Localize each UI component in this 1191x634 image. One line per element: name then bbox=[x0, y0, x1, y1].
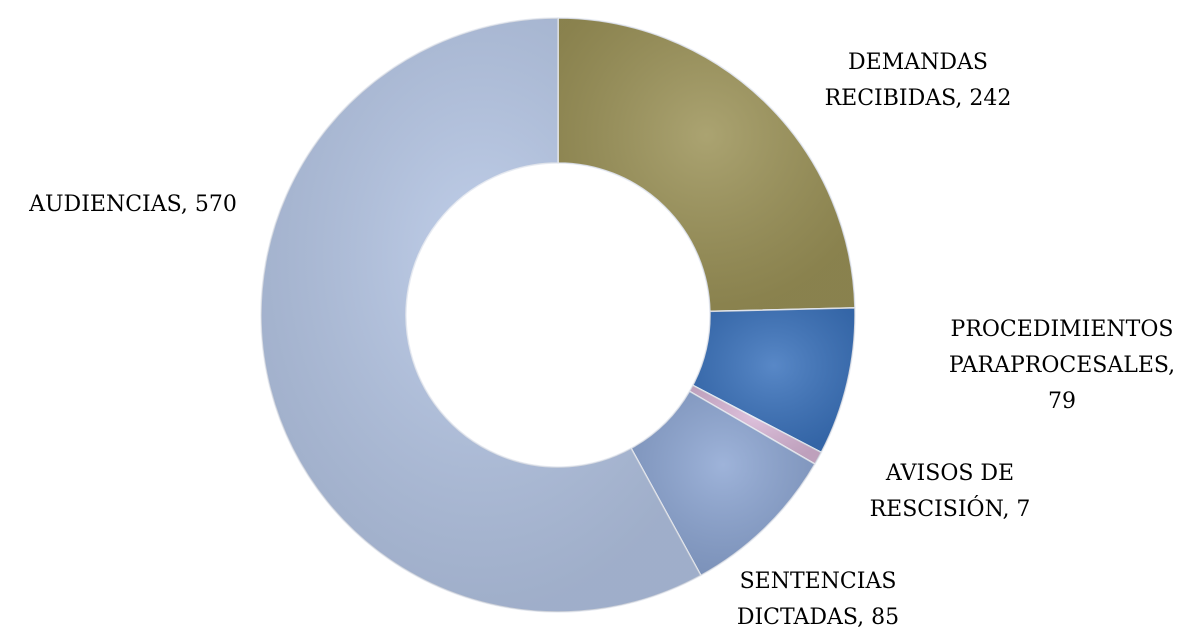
data-label: PARAPROCESALES, bbox=[949, 353, 1175, 378]
data-label: RECIBIDAS, 242 bbox=[825, 86, 1012, 111]
slice bbox=[557, 17, 856, 313]
data-label: RESCISIÓN, 7 bbox=[870, 495, 1031, 522]
data-label: 79 bbox=[1048, 389, 1076, 414]
data-label: SENTENCIAS bbox=[740, 569, 897, 594]
data-label: DICTADAS, 85 bbox=[737, 605, 899, 630]
data-label: AUDIENCIAS, 570 bbox=[28, 192, 237, 217]
data-label: DEMANDAS bbox=[848, 50, 988, 75]
data-label: AVISOS DE bbox=[885, 461, 1014, 486]
data-label: PROCEDIMIENTOS bbox=[951, 317, 1174, 342]
